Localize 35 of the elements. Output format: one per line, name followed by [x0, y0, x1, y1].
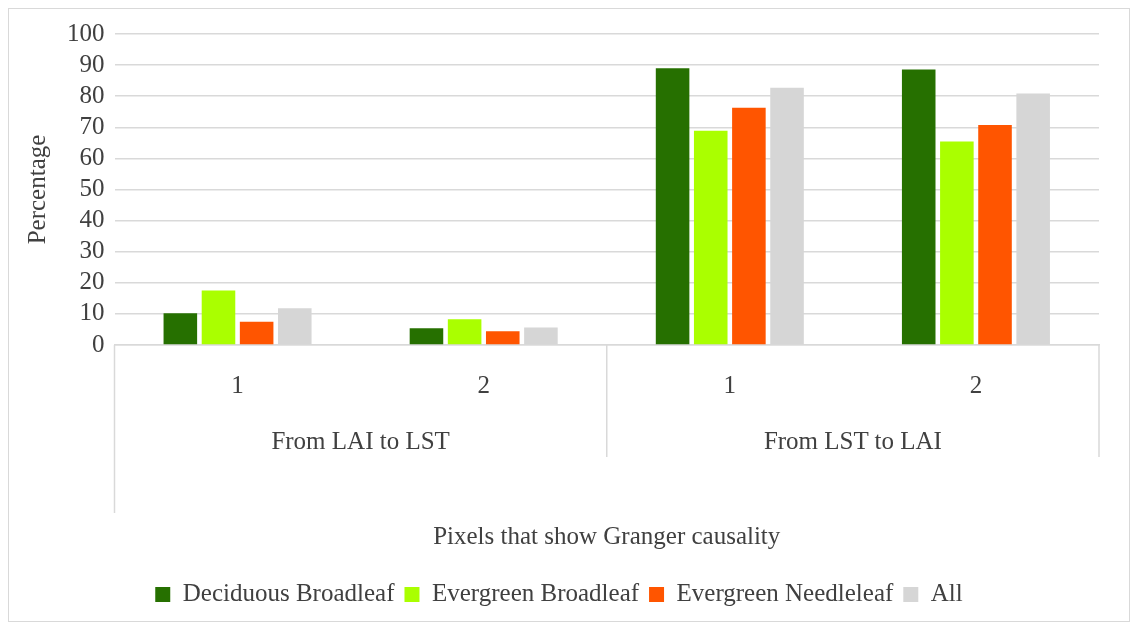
bar: [239, 321, 274, 345]
text: From LAI to LST: [271, 426, 450, 454]
x-tick-label: 1: [723, 370, 737, 398]
y-tick-label: 50: [79, 174, 105, 202]
legend-label: Evergreen Needleleaf: [676, 579, 894, 607]
bar: [732, 107, 766, 345]
x-tick-label: 1: [231, 370, 244, 398]
bar: [978, 125, 1012, 345]
bar: [163, 313, 198, 345]
legend-label: Evergreen Broadleaf: [431, 579, 640, 607]
x-tick-label: 2: [969, 370, 983, 398]
text: From LST to LAI: [763, 426, 942, 454]
y-tick-label: 80: [79, 80, 105, 108]
x-axis-title: Pixels that show Granger causality: [433, 521, 781, 549]
y-tick-label: 0: [92, 329, 105, 357]
bar: [485, 331, 520, 345]
legend-label: Deciduous Broadleaf: [182, 579, 396, 607]
y-tick-label: 90: [79, 49, 105, 77]
y-tick-label: 70: [79, 111, 105, 139]
bar: [901, 69, 936, 345]
y-tick-label: 100: [67, 18, 105, 46]
legend-label: All: [930, 579, 963, 607]
bar: [409, 328, 444, 345]
y-tick-label: 40: [79, 205, 105, 233]
bar: [447, 319, 482, 345]
bar: [201, 290, 236, 345]
y-tick-label: 20: [79, 267, 105, 295]
y-tick-label: 60: [79, 142, 105, 170]
y-tick-label: 10: [79, 298, 105, 326]
bar: [693, 130, 728, 345]
bar: [940, 141, 974, 345]
x-tick-label: 2: [477, 370, 490, 398]
y-tick-label: 30: [79, 236, 105, 264]
y-axis-title: Percentage: [22, 134, 50, 245]
bar: [655, 68, 690, 345]
